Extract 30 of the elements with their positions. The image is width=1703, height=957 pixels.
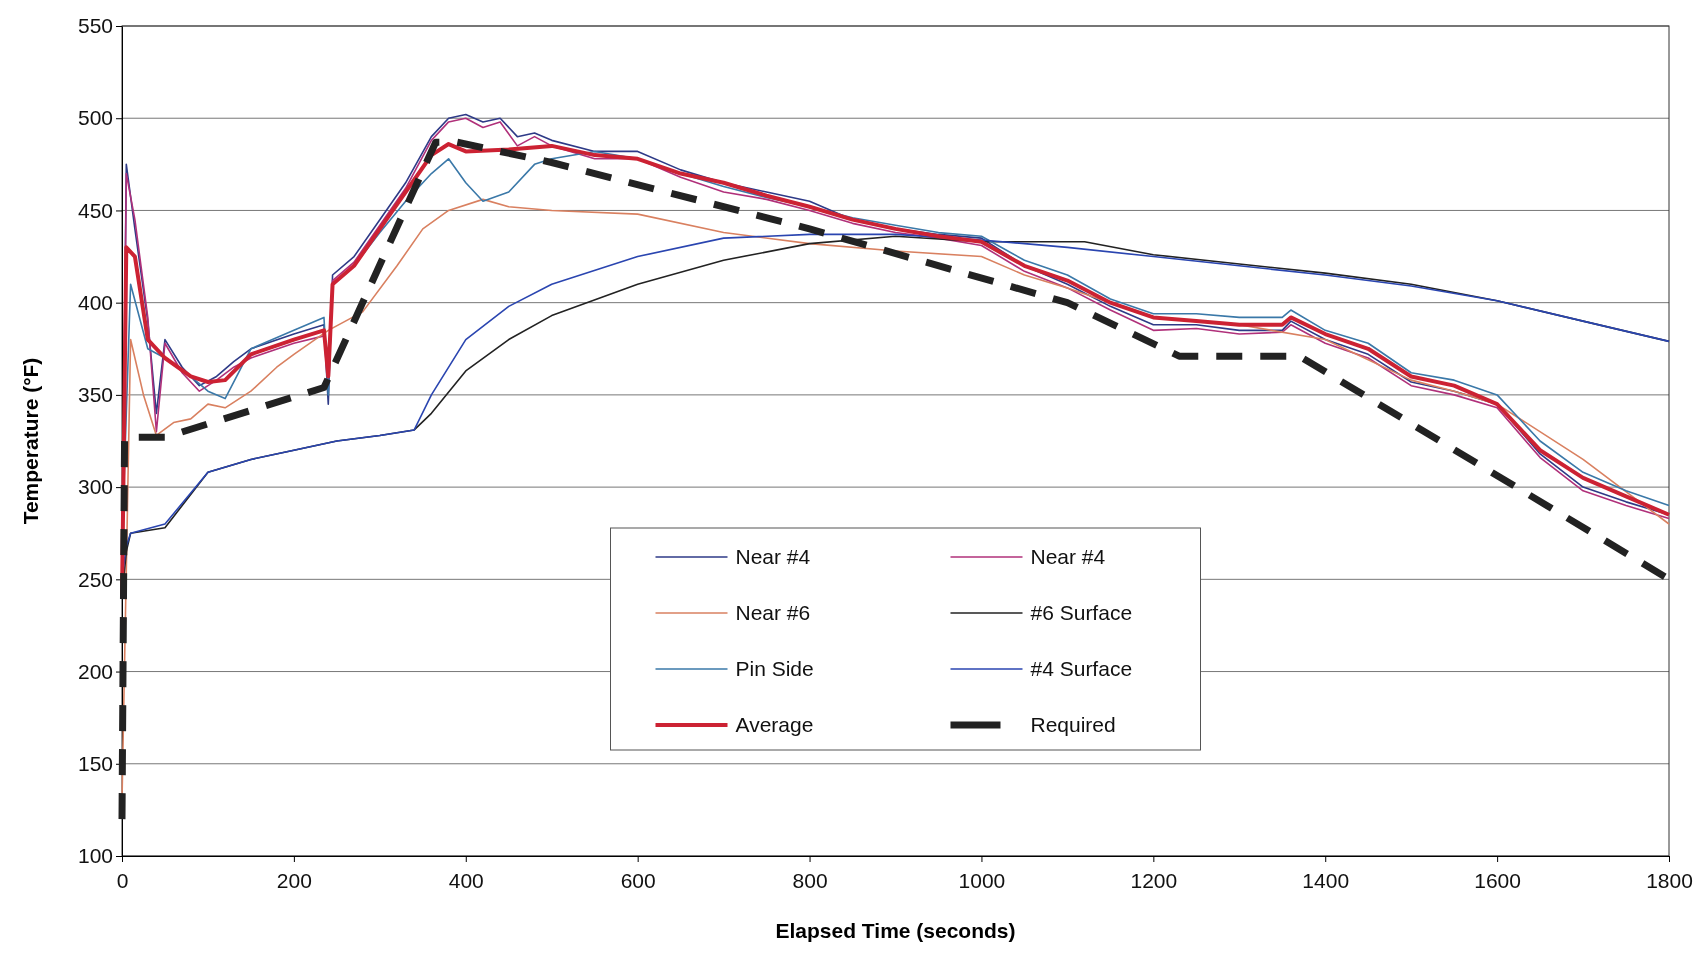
- legend-label: #4 Surface: [1030, 657, 1133, 680]
- x-tick-label: 1400: [1302, 869, 1350, 893]
- x-axis-title: Elapsed Time (seconds): [775, 919, 1016, 942]
- x-tick-label: 600: [620, 869, 656, 893]
- x-tick-label: 0: [116, 869, 129, 893]
- x-tick-label: 400: [448, 869, 484, 893]
- y-tick-label: 150: [77, 752, 113, 775]
- y-tick-label: 300: [77, 475, 113, 499]
- legend-label: Pin Side: [735, 657, 814, 680]
- x-tick-label: 200: [276, 869, 312, 893]
- y-tick-label: 500: [77, 106, 113, 130]
- x-tick-label: 1600: [1474, 869, 1521, 893]
- legend-label: #6 Surface: [1030, 601, 1133, 624]
- legend-label: Near #6: [735, 601, 811, 624]
- y-tick-label: 250: [77, 567, 113, 591]
- legend-label: Near #4: [1030, 545, 1106, 568]
- y-tick-label: 450: [77, 198, 113, 222]
- x-tick-label: 1200: [1130, 869, 1178, 893]
- y-tick-label: 550: [77, 14, 113, 38]
- x-tick-label: 1000: [958, 869, 1006, 893]
- y-tick-label: 200: [77, 659, 113, 683]
- y-axis-title: Temperature (°F): [19, 357, 42, 525]
- legend-label: Average: [735, 713, 814, 736]
- x-tick-label: 1800: [1646, 869, 1693, 893]
- legend-label: Near #4: [735, 545, 811, 568]
- y-tick-label: 100: [77, 844, 113, 868]
- legend-label: Required: [1030, 713, 1116, 736]
- y-tick-label: 350: [77, 383, 113, 407]
- x-tick-label: 800: [792, 869, 828, 893]
- y-tick-label: 400: [77, 290, 113, 314]
